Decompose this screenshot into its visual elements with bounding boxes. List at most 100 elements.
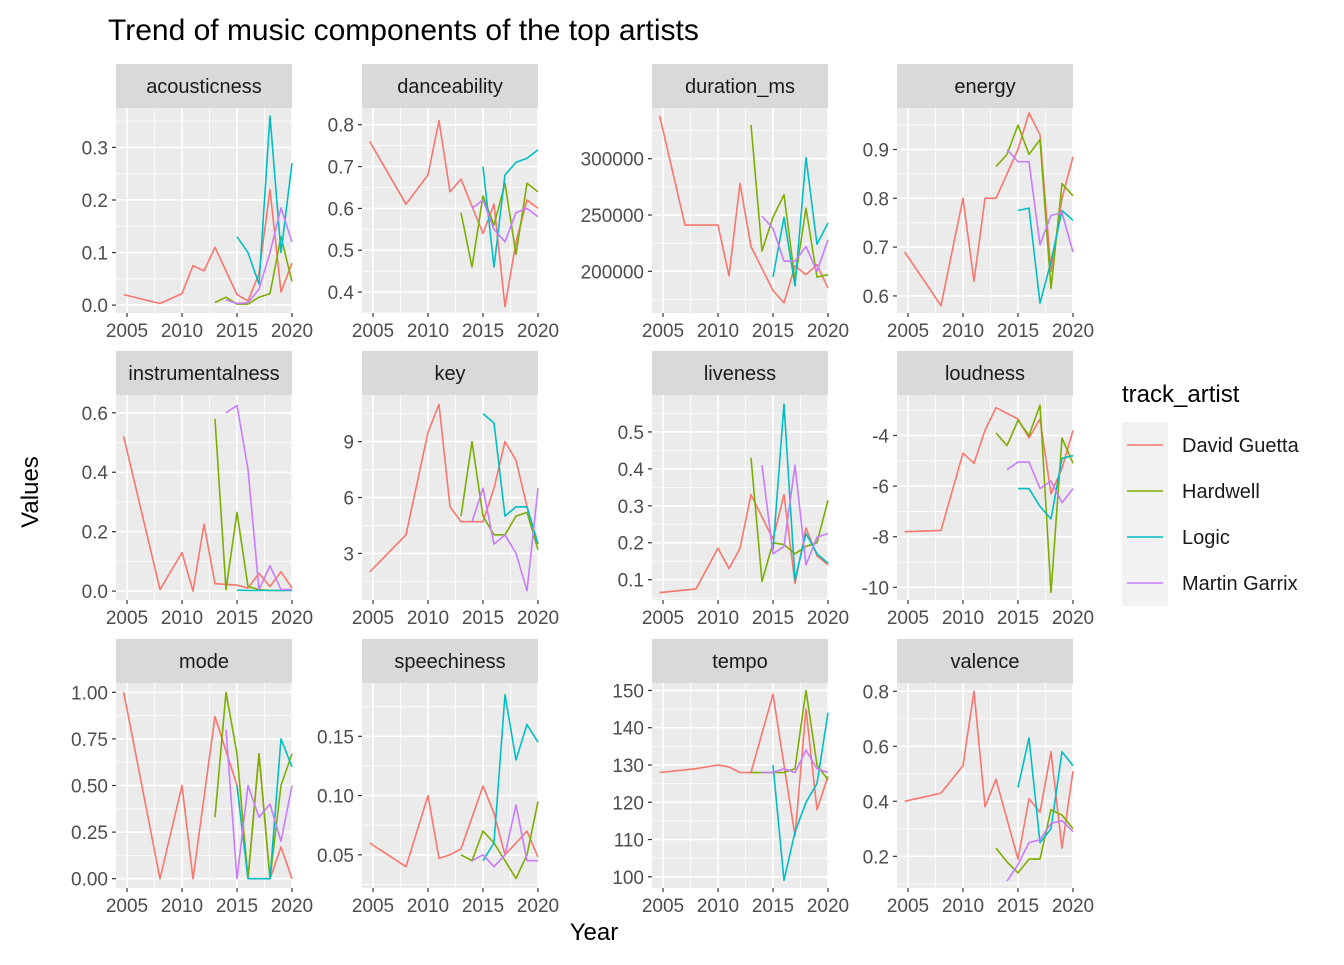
y-tick-label: 150 <box>612 681 644 702</box>
y-tick-label: 250000 <box>581 206 644 227</box>
panel-background <box>116 395 292 600</box>
y-tick-label: 110 <box>614 831 644 852</box>
x-axis-label: Year <box>570 919 619 946</box>
strip-label-loudness: loudness <box>945 363 1025 385</box>
y-tick-label: 0.05 <box>317 846 354 867</box>
y-tick-label: 100 <box>612 868 644 889</box>
legend-title: track_artist <box>1122 381 1240 408</box>
y-tick-label: 0.6 <box>863 287 889 308</box>
x-tick-label: 2005 <box>642 608 684 629</box>
y-tick-label: -8 <box>872 528 889 549</box>
x-tick-label: 2020 <box>271 896 313 917</box>
x-tick-label: 2015 <box>752 321 794 342</box>
y-tick-label: 0.4 <box>82 463 109 484</box>
x-tick-label: 2020 <box>807 608 849 629</box>
x-tick-label: 2010 <box>697 321 739 342</box>
y-tick-label: 0.4 <box>618 460 645 481</box>
strip-label-duration_ms: duration_ms <box>685 76 795 98</box>
x-tick-label: 2020 <box>271 608 313 629</box>
y-tick-label: 0.8 <box>328 116 354 137</box>
y-tick-label: 0.75 <box>71 730 108 751</box>
x-tick-label: 2015 <box>216 896 258 917</box>
chart-title: Trend of music components of the top art… <box>108 14 699 47</box>
x-tick-label: 2020 <box>517 608 559 629</box>
y-tick-label: 0.0 <box>82 296 108 317</box>
x-tick-label: 2015 <box>752 896 794 917</box>
x-tick-label: 2010 <box>407 896 449 917</box>
y-tick-label: 9 <box>343 433 354 454</box>
x-tick-label: 2015 <box>997 321 1039 342</box>
y-tick-label: 0.2 <box>82 523 108 544</box>
y-tick-label: 300000 <box>581 150 644 171</box>
x-tick-label: 2015 <box>997 608 1039 629</box>
x-tick-label: 2020 <box>807 321 849 342</box>
x-tick-label: 2010 <box>161 608 203 629</box>
x-tick-label: 2005 <box>352 896 394 917</box>
y-tick-label: 0.25 <box>71 823 108 844</box>
strip-label-speechiness: speechiness <box>394 651 505 673</box>
y-tick-label: 0.2 <box>618 534 644 555</box>
panel-background <box>897 395 1073 600</box>
y-tick-label: 140 <box>612 719 644 740</box>
strip-label-acousticness: acousticness <box>146 76 262 98</box>
legend-label: Martin Garrix <box>1182 573 1298 595</box>
y-tick-label: 0.7 <box>863 238 889 259</box>
x-tick-label: 2020 <box>1052 896 1094 917</box>
x-tick-label: 2005 <box>106 896 148 917</box>
y-tick-label: 0.9 <box>863 140 889 161</box>
y-tick-label: 0.2 <box>863 847 889 868</box>
x-tick-label: 2010 <box>697 608 739 629</box>
strip-label-mode: mode <box>179 651 229 673</box>
strip-label-valence: valence <box>951 651 1020 673</box>
y-tick-label: 6 <box>343 489 354 510</box>
x-tick-label: 2015 <box>462 608 504 629</box>
panel-background <box>652 683 828 888</box>
y-tick-label: 0.3 <box>82 138 108 159</box>
x-tick-label: 2010 <box>161 896 203 917</box>
x-tick-label: 2005 <box>642 321 684 342</box>
x-tick-label: 2005 <box>887 321 929 342</box>
y-tick-label: 0.15 <box>317 727 354 748</box>
y-tick-label: 0.8 <box>863 189 889 210</box>
y-tick-label: -4 <box>872 426 889 447</box>
x-tick-label: 2020 <box>517 321 559 342</box>
x-tick-label: 2015 <box>216 608 258 629</box>
x-tick-label: 2005 <box>106 608 148 629</box>
x-tick-label: 2020 <box>271 321 313 342</box>
y-tick-label: 0.0 <box>82 582 108 603</box>
strip-label-instrumentalness: instrumentalness <box>128 363 279 385</box>
x-tick-label: 2020 <box>517 896 559 917</box>
x-tick-label: 2015 <box>462 896 504 917</box>
strip-label-liveness: liveness <box>704 363 776 385</box>
y-tick-label: 0.8 <box>863 682 889 703</box>
y-tick-label: 0.6 <box>328 199 354 220</box>
y-tick-label: 0.5 <box>328 241 354 262</box>
x-tick-label: 2015 <box>216 321 258 342</box>
y-tick-label: -6 <box>872 477 889 498</box>
x-tick-label: 2010 <box>407 608 449 629</box>
x-tick-label: 2005 <box>887 896 929 917</box>
y-tick-label: 130 <box>612 756 644 777</box>
x-tick-label: 2005 <box>352 321 394 342</box>
y-tick-label: 0.6 <box>82 404 108 425</box>
x-tick-label: 2015 <box>997 896 1039 917</box>
x-tick-label: 2015 <box>462 321 504 342</box>
y-tick-label: 0.00 <box>71 870 108 891</box>
y-tick-label: 1.00 <box>71 683 108 704</box>
legend-label: Hardwell <box>1182 481 1260 503</box>
x-tick-label: 2005 <box>352 608 394 629</box>
y-tick-label: 0.1 <box>618 571 644 592</box>
y-tick-label: 0.50 <box>71 777 108 798</box>
panel-background <box>362 683 538 888</box>
x-tick-label: 2020 <box>1052 321 1094 342</box>
panel-background <box>116 108 292 313</box>
x-tick-label: 2010 <box>161 321 203 342</box>
panel-background <box>362 108 538 313</box>
strip-label-danceability: danceability <box>397 76 503 98</box>
